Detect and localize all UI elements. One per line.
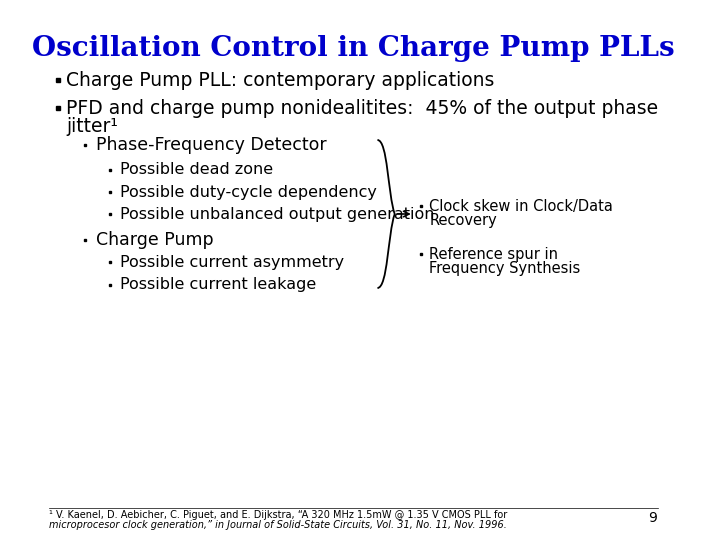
Text: Possible duty-cycle dependency: Possible duty-cycle dependency: [120, 185, 377, 199]
Text: Clock skew in Clock/Data: Clock skew in Clock/Data: [429, 199, 613, 213]
Text: Possible dead zone: Possible dead zone: [120, 163, 273, 178]
Text: Possible current leakage: Possible current leakage: [120, 278, 316, 293]
Text: Phase-Frequency Detector: Phase-Frequency Detector: [96, 136, 326, 154]
Text: Recovery: Recovery: [429, 213, 497, 227]
Text: Possible unbalanced output generation: Possible unbalanced output generation: [120, 206, 435, 221]
Text: Possible current asymmetry: Possible current asymmetry: [120, 254, 344, 269]
Text: PFD and charge pump nonidealitites:  45% of the output phase: PFD and charge pump nonidealitites: 45% …: [66, 98, 659, 118]
Text: Charge Pump PLL: contemporary applications: Charge Pump PLL: contemporary applicatio…: [66, 71, 495, 90]
Text: Charge Pump: Charge Pump: [96, 231, 214, 249]
Text: Oscillation Control in Charge Pump PLLs: Oscillation Control in Charge Pump PLLs: [32, 35, 675, 62]
Text: Reference spur in: Reference spur in: [429, 246, 558, 261]
Text: Frequency Synthesis: Frequency Synthesis: [429, 260, 580, 275]
Text: ¹ V. Kaenel, D. Aebicher, C. Piguet, and E. Dijkstra, “A 320 MHz 1.5mW @ 1.35 V : ¹ V. Kaenel, D. Aebicher, C. Piguet, and…: [49, 510, 508, 520]
Text: microprocesor clock generation,” in Journal of Solid-State Circuits, Vol. 31, No: microprocesor clock generation,” in Jour…: [49, 520, 507, 530]
Text: 9: 9: [649, 511, 657, 525]
Text: jitter¹: jitter¹: [66, 117, 118, 136]
